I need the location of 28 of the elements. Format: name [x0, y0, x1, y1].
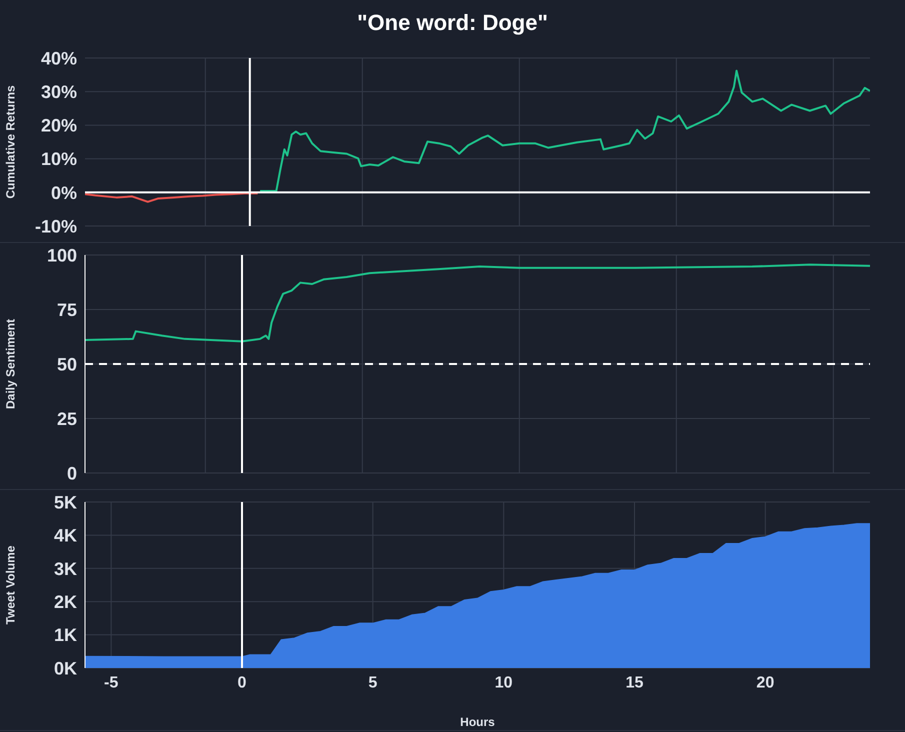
y-tick-label: 25: [56, 408, 77, 429]
y-tick-label: 20%: [40, 116, 77, 136]
y-tick-label: 0K: [54, 658, 77, 678]
x-tick-label: 10: [494, 674, 513, 692]
y-axis-title: Cumulative Returns: [3, 85, 18, 199]
y-tick-label: 10%: [40, 149, 77, 170]
y-tick-label: 50: [56, 354, 77, 374]
y-tick-label: -10%: [34, 216, 77, 236]
y-tick-label: 100: [46, 245, 77, 266]
y-tick-label: 2K: [54, 592, 77, 612]
y-tick-label: 1K: [54, 625, 77, 646]
y-axis-title: Daily Sentiment: [3, 318, 18, 410]
y-tick-label: 40%: [40, 48, 77, 68]
x-tick-label: 20: [756, 674, 774, 692]
y-tick-label: 3K: [54, 558, 77, 579]
x-tick-label: 5: [368, 674, 378, 692]
x-tick-label: -5: [104, 674, 118, 692]
chart-title: "One word: Doge": [356, 9, 549, 37]
x-axis-title: Hours: [460, 715, 496, 729]
x-tick-label: 15: [626, 674, 644, 692]
y-tick-label: 4K: [54, 526, 77, 546]
y-tick-label: 0%: [50, 182, 77, 203]
y-tick-label: 5K: [54, 492, 77, 512]
y-axis-title: Tweet Volume: [3, 545, 18, 624]
y-tick-label: 30%: [40, 82, 77, 102]
y-tick-label: 75: [56, 300, 77, 320]
y-tick-label: 0: [66, 463, 77, 484]
x-tick-label: 0: [238, 674, 247, 692]
